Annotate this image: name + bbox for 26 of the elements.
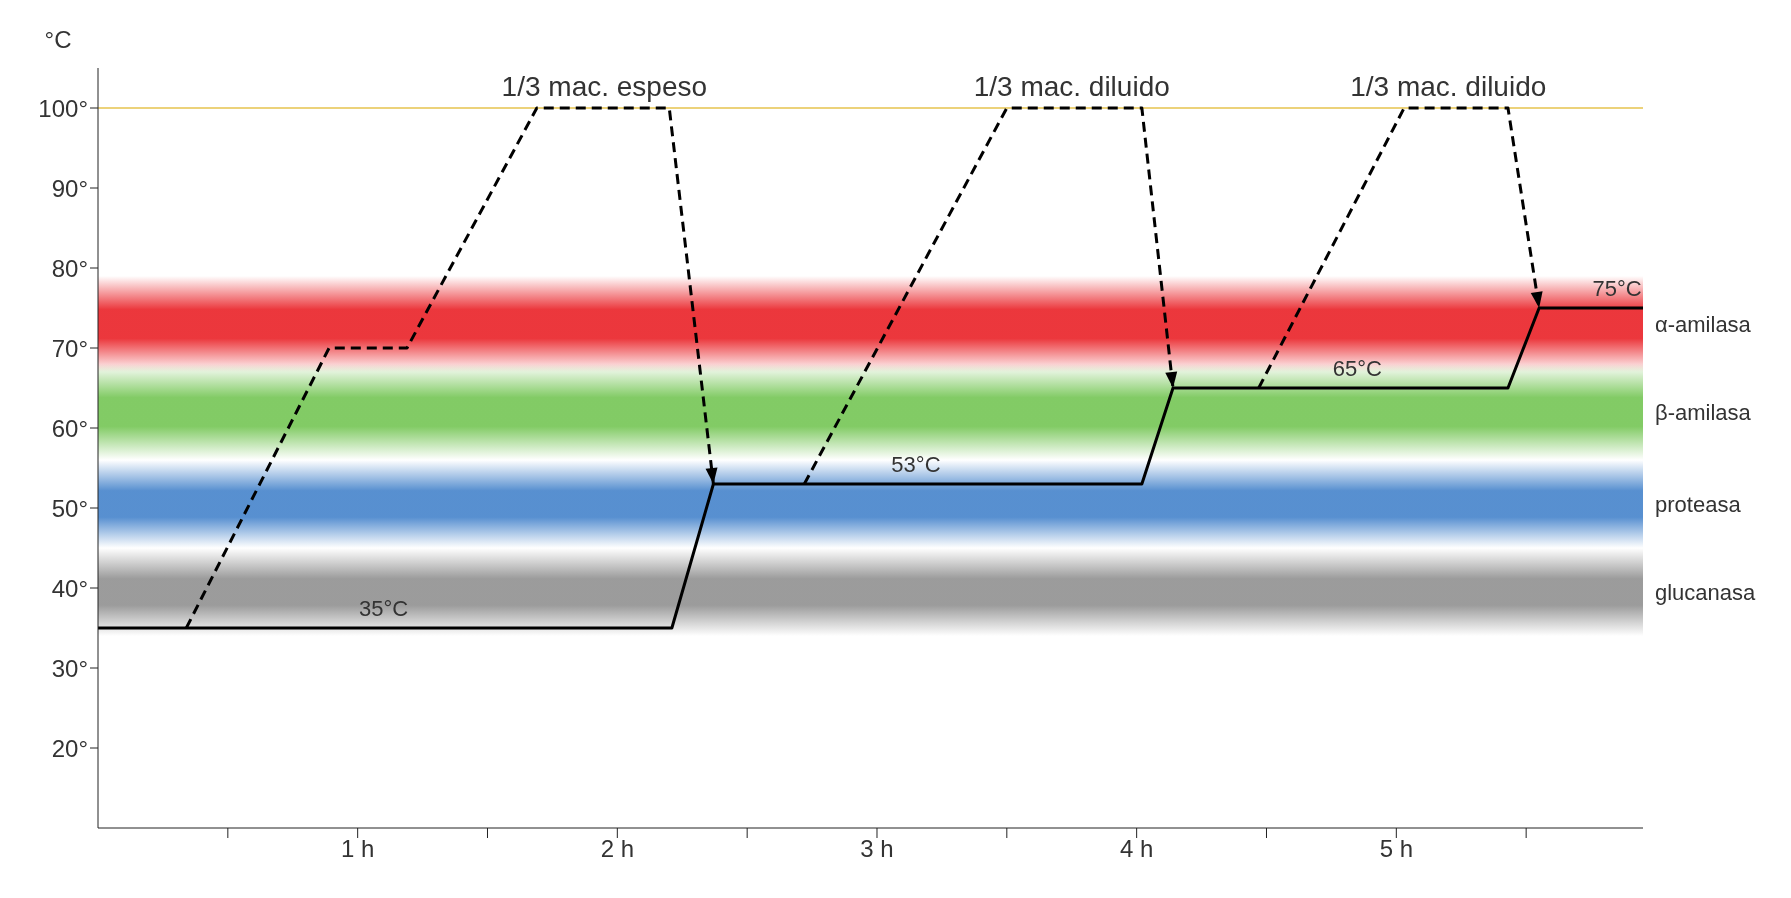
band-label: β-amilasa bbox=[1655, 399, 1752, 425]
x-tick-label: 2 h bbox=[600, 835, 635, 863]
x-tick-label: 4 h bbox=[1119, 835, 1154, 863]
y-tick-label: 40° bbox=[51, 574, 88, 602]
y-tick-label: 90° bbox=[51, 174, 88, 202]
band-label: glucanasa bbox=[1655, 579, 1757, 605]
annotation: 1/3 mac. diluido bbox=[973, 71, 1170, 102]
x-tick-label: 1 h bbox=[340, 835, 375, 863]
annotation: 65°C bbox=[1332, 356, 1383, 381]
y-tick-label: 20° bbox=[51, 734, 88, 762]
y-tick-label: 60° bbox=[51, 414, 88, 442]
y-tick-label: 30° bbox=[51, 654, 88, 682]
annotation: 75°C bbox=[1592, 276, 1642, 301]
y-axis-title: °C bbox=[44, 26, 72, 53]
band-label: proteasa bbox=[1655, 491, 1742, 517]
x-tick-label: 3 h bbox=[860, 835, 894, 863]
y-tick-label: 100° bbox=[38, 94, 88, 122]
annotation: 35°C bbox=[359, 596, 409, 621]
annotation: 1/3 mac. diluido bbox=[1350, 71, 1547, 102]
y-tick-label: 50° bbox=[51, 494, 88, 522]
y-tick-label: 80° bbox=[51, 254, 88, 282]
x-tick-label: 5 h bbox=[1379, 835, 1414, 863]
y-tick-label: 70° bbox=[51, 334, 88, 362]
band-label: α-amilasa bbox=[1655, 311, 1752, 337]
annotation: 53°C bbox=[891, 452, 941, 477]
annotation: 1/3 mac. espeso bbox=[501, 71, 708, 102]
